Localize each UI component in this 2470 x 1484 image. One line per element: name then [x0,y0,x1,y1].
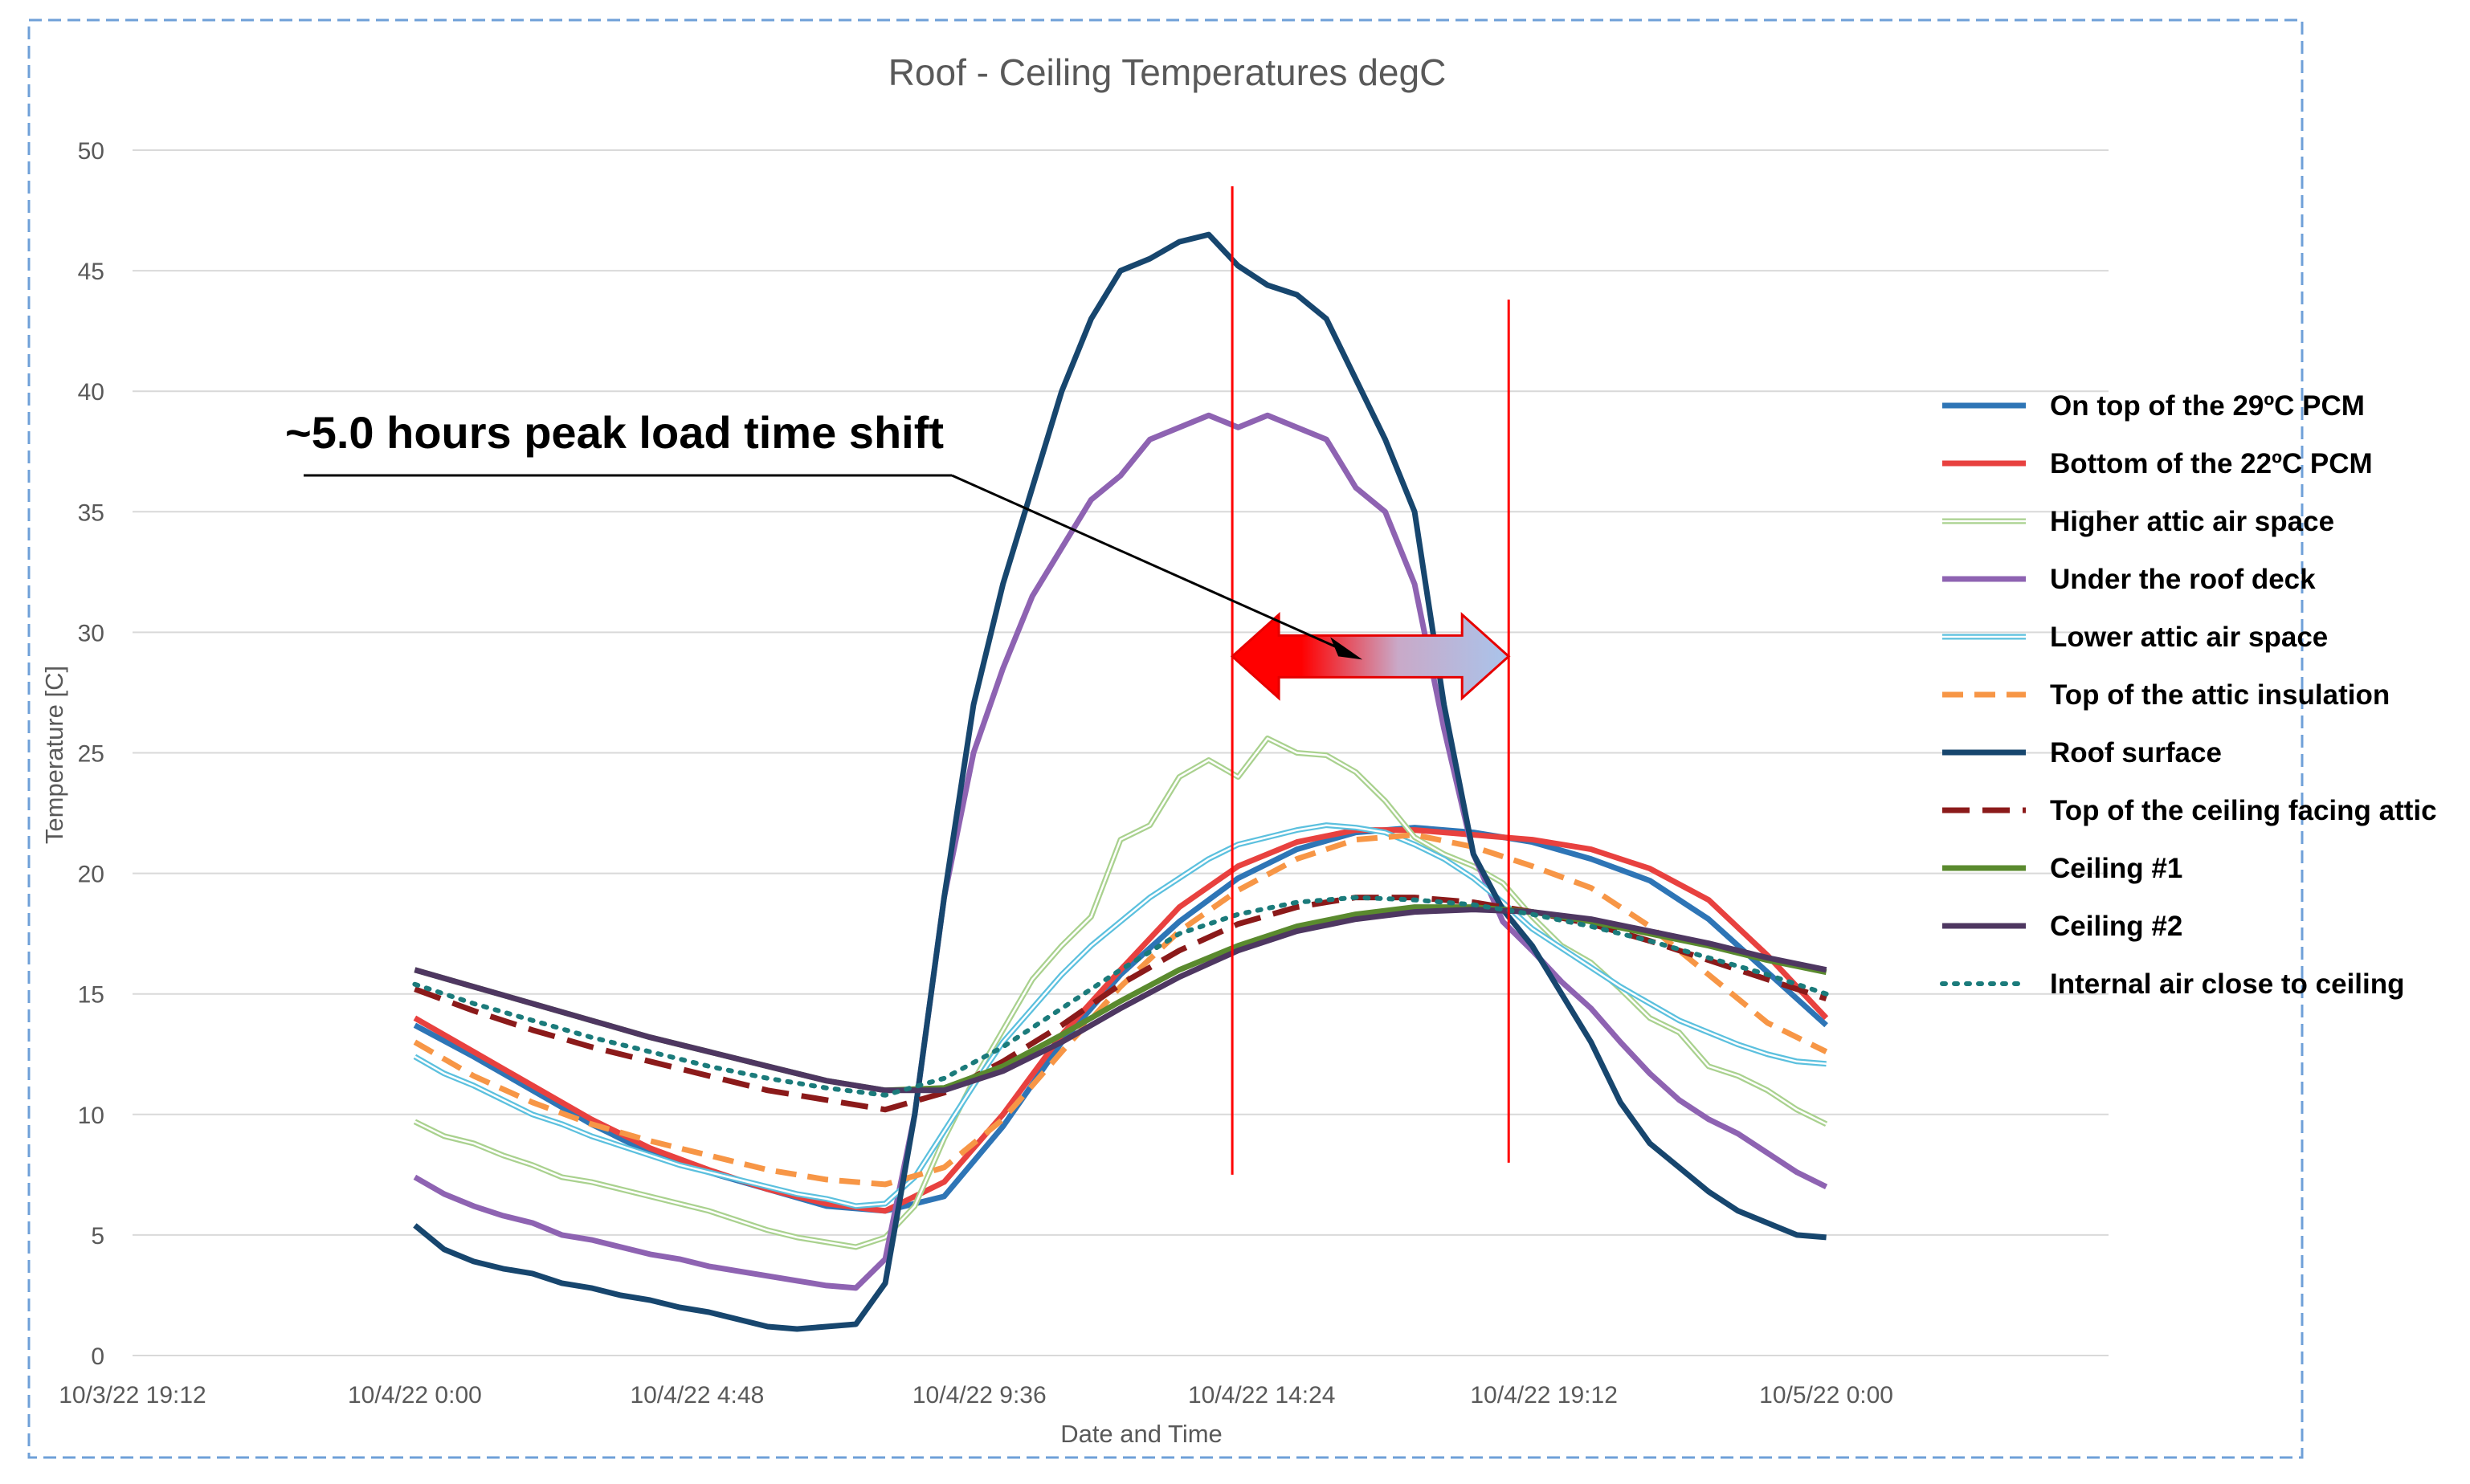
series-line [413,827,1829,1214]
y-tick-label: 40 [78,379,104,406]
legend-item: Top of the ceiling facing attic [1942,795,2437,826]
series-line-inner [414,824,1827,1208]
time-shift-annotation: ~5.0 hours peak load time shift [285,407,1511,701]
y-tick-label: 5 [91,1223,104,1250]
series-line [412,895,1829,1098]
series-line-inner [414,737,1827,1249]
legend-item: Bottom of the 22ºC PCM [1942,448,2373,479]
x-tick-label: 10/4/22 9:36 [912,1382,1047,1409]
peak-markers [1231,186,1510,1175]
y-tick-label: 45 [78,259,104,285]
series-line [413,231,1827,1332]
series-10 [414,907,1827,1094]
legend-label: Ceiling #1 [2050,853,2182,884]
legend-item: Ceiling #1 [1942,853,2182,884]
series-5 [413,822,1827,1209]
data-series [412,231,1829,1332]
series-7 [413,231,1827,1332]
legend-label: Lower attic air space [2050,622,2328,653]
legend-item: Top of the attic insulation [1942,679,2390,711]
x-tick-label: 10/4/22 19:12 [1470,1382,1618,1409]
y-tick-label: 35 [78,499,104,526]
series-line [413,412,1828,1291]
legend-label: Bottom of the 22ºC PCM [2050,448,2373,479]
legend-item: Lower attic air space [1942,622,2328,653]
legend-label: Top of the ceiling facing attic [2050,795,2437,826]
legend-item: Higher attic air space [1942,506,2334,537]
x-axis-label: Date and Time [1060,1420,1223,1448]
x-tick-label: 10/4/22 4:48 [630,1382,764,1409]
series-11 [412,895,1829,1098]
y-tick-label: 15 [78,982,104,1009]
legend-item: Internal air close to ceiling [1940,968,2405,1000]
double-arrow [1230,612,1511,701]
legend-label: Internal air close to ceiling [2050,968,2405,1000]
annotation-text: ~5.0 hours peak load time shift [285,407,944,458]
series-2 [413,827,1829,1214]
series-6 [413,832,1828,1188]
series-line [414,907,1827,1094]
chart-border [27,18,2304,1459]
legend-item: Ceiling #2 [1942,911,2182,942]
y-tick-label: 30 [78,620,104,646]
x-tick-label: 10/4/22 14:24 [1188,1382,1336,1409]
legend: On top of the 29ºC PCM Bottom of the 22ºC… [1940,390,2437,1000]
legend-item: Under the roof deck [1942,564,2316,595]
y-tick-label: 0 [91,1343,104,1370]
x-tick-label: 10/4/22 0:00 [348,1382,482,1409]
gridlines [133,149,2109,1356]
legend-label: Top of the attic insulation [2050,679,2390,711]
y-tick-label: 25 [78,741,104,768]
chart-title: Roof - Ceiling Temperatures degC [888,51,1447,93]
series-4 [413,412,1828,1291]
legend-label: Roof surface [2050,737,2222,768]
legend-item: On top of the 29ºC PCM [1942,390,2365,422]
legend-label: Higher attic air space [2050,506,2334,537]
legend-item: Roof surface [1942,737,2222,768]
annotation-leader-line [951,474,1345,652]
y-axis-label: Temperature [C] [40,666,68,844]
series-3 [413,736,1828,1250]
legend-label: Ceiling #2 [2050,911,2182,942]
x-tick-label: 10/3/22 19:12 [59,1382,206,1409]
y-axis-ticks: 0 5 10 15 20 25 30 35 40 45 50 [78,138,104,1370]
y-tick-label: 50 [78,138,104,165]
x-tick-label: 10/5/22 0:00 [1759,1382,1893,1409]
series-line [413,832,1828,1188]
y-tick-label: 20 [78,862,104,888]
annotation-arrowhead [1330,637,1363,660]
y-tick-label: 10 [78,1103,104,1129]
x-axis-ticks: 10/3/22 19:12 10/4/22 0:00 10/4/22 4:48 10/… [59,1382,1893,1409]
legend-label: On top of the 29ºC PCM [2050,390,2365,422]
legend-label: Under the roof deck [2050,564,2316,595]
